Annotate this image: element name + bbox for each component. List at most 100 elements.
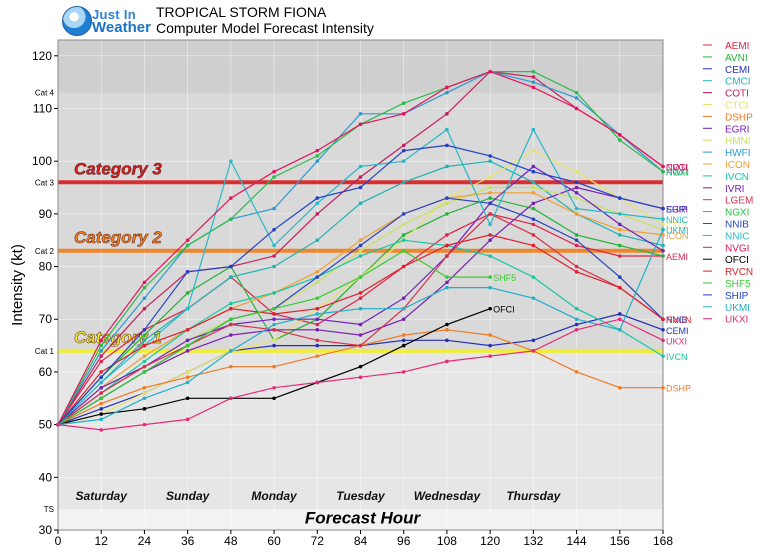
y-tick-label: 110 — [33, 101, 52, 115]
series-point — [531, 201, 536, 206]
series-point — [99, 385, 104, 390]
legend-entry: EGRI — [725, 124, 749, 135]
series-point — [315, 201, 320, 206]
series-point — [185, 417, 190, 422]
series-point — [315, 296, 320, 300]
series-point — [617, 317, 622, 322]
series-point — [445, 127, 449, 132]
series-point — [531, 80, 536, 84]
series-point — [142, 370, 147, 374]
series-point — [617, 385, 622, 390]
series-point — [358, 254, 363, 258]
series-point — [272, 327, 276, 332]
series-point — [488, 154, 492, 158]
series-point — [272, 264, 276, 269]
series-point — [401, 306, 406, 311]
series-end-label: SHIP — [666, 205, 687, 215]
series-point — [401, 101, 406, 106]
series-point — [315, 148, 320, 153]
series-point — [99, 338, 104, 343]
series-point — [99, 428, 104, 432]
series-point — [488, 285, 492, 290]
series-point — [617, 212, 622, 216]
just-in-weather-logo: Just In Weather — [62, 6, 152, 36]
chart-subtitle: Computer Model Forecast Intensity — [156, 20, 374, 36]
series-point — [531, 190, 536, 195]
series-point — [272, 338, 276, 343]
legend-entry: IVRI — [725, 184, 744, 195]
series-point — [272, 364, 276, 369]
legend-entry: LGEM — [725, 196, 753, 207]
series-point — [185, 338, 190, 343]
series-point — [99, 370, 104, 374]
series-point — [272, 306, 276, 311]
series-point — [229, 301, 233, 306]
series-point — [401, 212, 406, 216]
series-point — [488, 185, 492, 190]
series-point — [574, 264, 579, 269]
series-point — [272, 243, 276, 248]
series-end-label: EGRI — [666, 205, 688, 215]
series-point — [315, 306, 320, 311]
y-tick-label: 70 — [39, 312, 53, 326]
series-point — [445, 143, 449, 148]
x-axis-title: Forecast Hour — [305, 509, 422, 528]
series-point — [358, 343, 363, 348]
legend-entry: CMCI — [725, 77, 751, 88]
series-point — [358, 296, 363, 300]
series-point — [142, 338, 147, 343]
y-tick-label: 40 — [39, 470, 53, 484]
series-point — [358, 185, 363, 190]
series-point — [358, 243, 363, 248]
series-end-label: COTI — [666, 162, 688, 172]
series-point — [445, 275, 449, 279]
logo-line2: Weather — [92, 19, 151, 36]
series-point — [617, 327, 622, 332]
series-point — [574, 185, 579, 190]
series-point — [185, 380, 190, 385]
series-point — [99, 343, 104, 348]
series-point — [99, 375, 104, 380]
series-point — [185, 270, 190, 274]
series-point — [229, 396, 233, 401]
series-point — [617, 243, 622, 248]
series-point — [229, 322, 233, 327]
series-point — [99, 396, 104, 401]
series-point — [272, 169, 276, 174]
series-point — [142, 391, 147, 395]
series-end-label: CTCI — [666, 220, 687, 230]
series-point — [488, 69, 492, 74]
series-point — [445, 285, 449, 290]
series-point — [315, 338, 320, 343]
series-end-label: HWFI — [666, 168, 689, 178]
series-point — [531, 206, 536, 211]
series-point — [401, 343, 406, 348]
series-point — [229, 317, 233, 322]
series-point — [315, 343, 320, 348]
series-point — [358, 164, 363, 169]
series-point — [99, 391, 104, 395]
category-tick-label: TS — [44, 505, 54, 514]
x-tick-label: 156 — [610, 534, 630, 548]
series-point — [401, 264, 406, 269]
series-point — [272, 312, 276, 316]
series-end-label: UKXI — [666, 336, 687, 346]
series-point — [229, 333, 233, 337]
series-point — [99, 380, 104, 385]
series-point — [272, 343, 276, 348]
series-point — [315, 212, 320, 216]
series-point — [315, 275, 320, 279]
x-tick-label: 24 — [138, 534, 152, 548]
series-point — [315, 270, 320, 274]
series-point — [401, 248, 406, 253]
series-point — [661, 354, 665, 358]
series-point — [531, 296, 536, 300]
series-point — [445, 111, 449, 116]
series-point — [185, 370, 190, 374]
series-point — [272, 322, 276, 327]
x-tick-label: 120 — [480, 534, 500, 548]
series-point — [185, 396, 190, 401]
y-tick-label: 100 — [32, 154, 52, 168]
series-point — [531, 338, 536, 343]
